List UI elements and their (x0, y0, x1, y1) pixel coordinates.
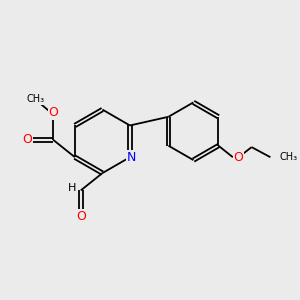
Text: O: O (76, 210, 86, 223)
Text: O: O (48, 106, 58, 119)
Text: H: H (68, 182, 76, 193)
Text: O: O (22, 134, 32, 146)
Text: CH₃: CH₃ (279, 152, 297, 162)
Text: CH₃: CH₃ (27, 94, 45, 104)
Text: O: O (234, 151, 244, 164)
Text: N: N (127, 151, 136, 164)
